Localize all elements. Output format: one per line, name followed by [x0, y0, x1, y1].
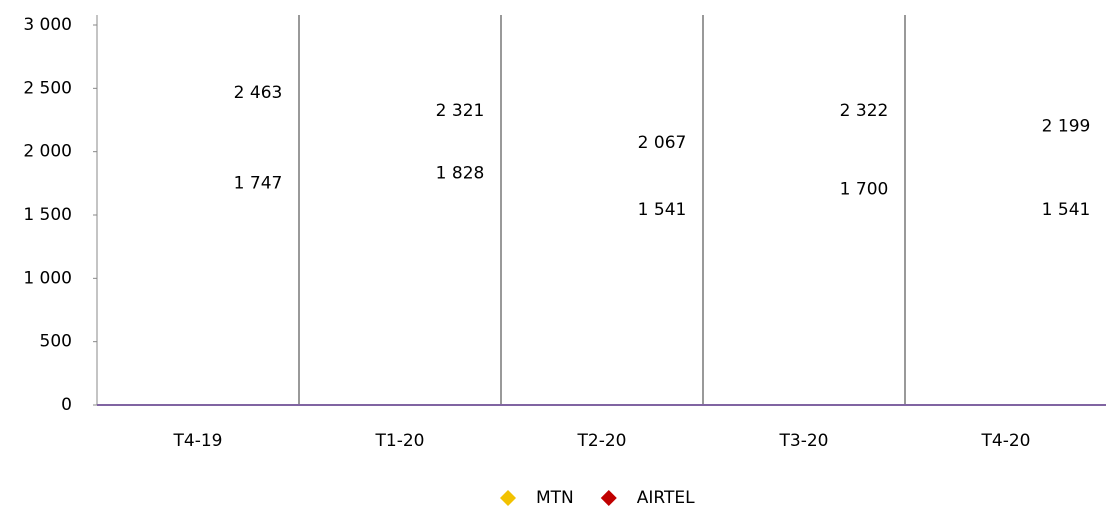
data-label: 2 067: [638, 133, 687, 153]
data-label: 2 321: [436, 101, 485, 121]
label-background: [424, 98, 496, 125]
y-tick-label: 2 500: [23, 78, 72, 98]
data-label: 1 747: [234, 174, 283, 194]
legend-label: MTN: [536, 488, 574, 508]
y-tick-label: 1 500: [23, 205, 72, 225]
x-tick-label: T3-20: [779, 431, 829, 451]
x-tick-label: T4-20: [981, 431, 1031, 451]
y-tick-label: 3 000: [23, 15, 72, 35]
y-tick-label: 2 000: [23, 142, 72, 162]
legend-marker: [600, 490, 617, 506]
label-background: [626, 130, 698, 157]
label-background: [424, 160, 496, 187]
label-background: [626, 196, 698, 223]
label-background: [1030, 196, 1102, 223]
label-background: [222, 80, 294, 107]
legend-label: AIRTEL: [637, 488, 695, 508]
data-label: 1 700: [840, 180, 889, 200]
label-background: [828, 97, 900, 124]
x-tick-label: T4-19: [173, 431, 223, 451]
data-label: 2 322: [840, 101, 889, 121]
label-background: [222, 170, 294, 197]
legend-marker: [500, 490, 516, 506]
x-tick-label: T2-20: [577, 431, 627, 451]
data-label: 1 541: [1042, 200, 1091, 220]
x-tick-label: T1-20: [375, 431, 425, 451]
data-label: 2 463: [234, 83, 283, 103]
y-tick-label: 0: [61, 395, 72, 415]
data-label: 1 541: [638, 200, 687, 220]
data-label: 1 828: [436, 163, 485, 183]
y-tick-label: 500: [40, 332, 72, 352]
label-background: [828, 176, 900, 203]
label-background: [1030, 113, 1102, 140]
data-label: 2 199: [1042, 116, 1091, 136]
y-tick-label: 1 000: [23, 268, 72, 288]
